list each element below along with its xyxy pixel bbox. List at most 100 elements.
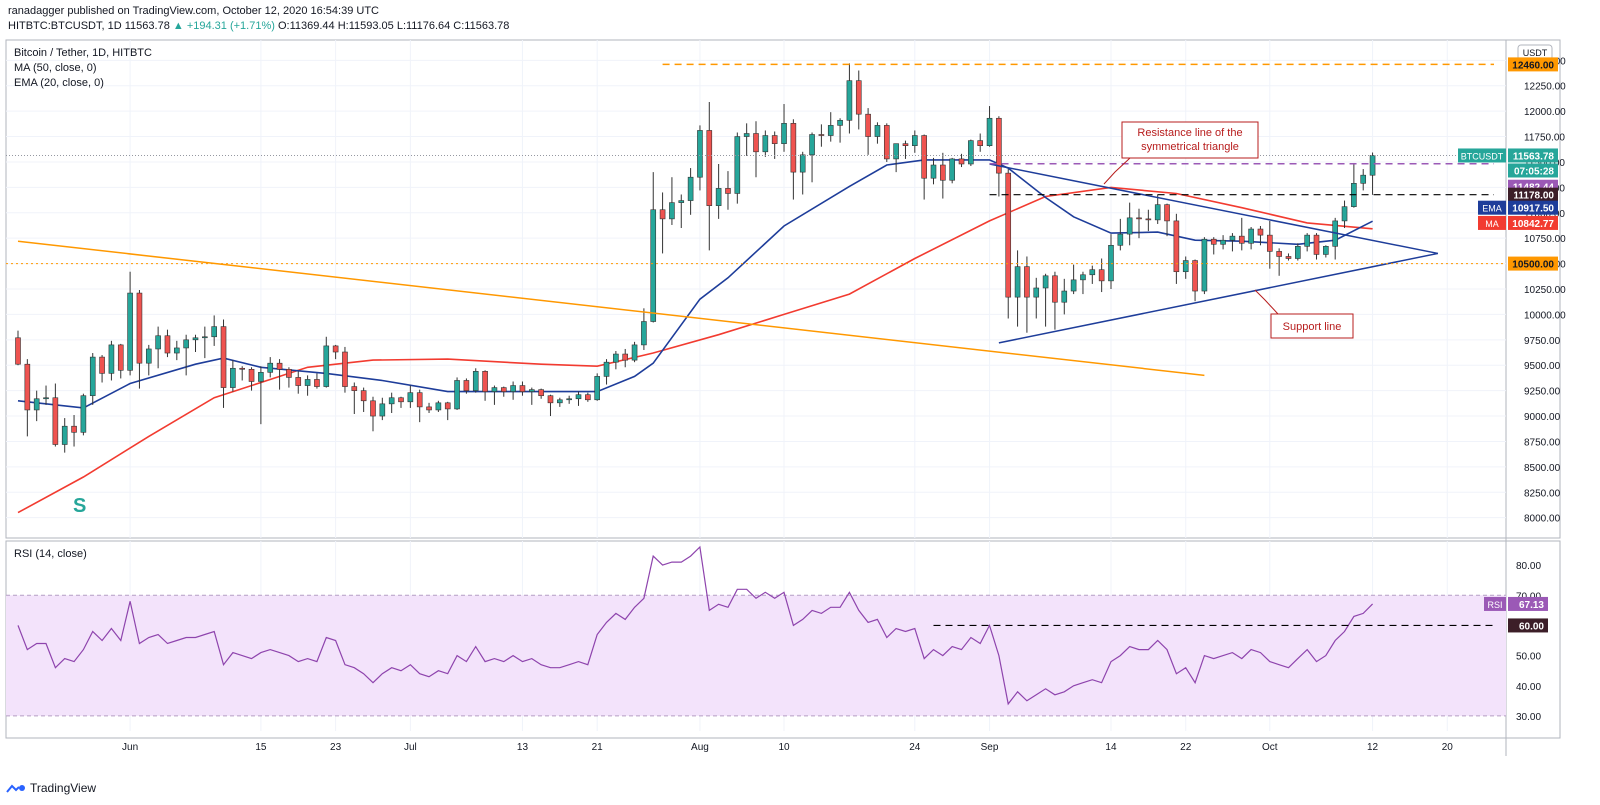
tradingview-logo-icon xyxy=(6,784,25,793)
candle xyxy=(444,401,451,421)
legend-rsi: RSI (14, close) xyxy=(14,548,87,560)
candle-body xyxy=(1024,266,1030,298)
candle xyxy=(164,329,171,358)
price-change: ▲ +194.31 (+1.71%) xyxy=(172,20,275,32)
candle xyxy=(155,326,161,369)
symbol: HITBTC:BTCUSDT, 1D xyxy=(8,20,122,32)
candle xyxy=(61,418,68,453)
candle xyxy=(24,359,31,437)
candle xyxy=(286,367,292,388)
price-tick-label: 12000.00 xyxy=(1524,107,1566,118)
candle xyxy=(1042,273,1049,327)
candle xyxy=(762,130,769,157)
candle-body xyxy=(1173,220,1180,273)
candle-body xyxy=(519,385,526,392)
candle xyxy=(575,391,582,406)
candle xyxy=(547,394,554,417)
candle xyxy=(145,344,152,376)
candle-body xyxy=(323,345,330,387)
candle-body xyxy=(332,345,339,353)
candle xyxy=(211,315,217,346)
x-tick-label: 20 xyxy=(1442,742,1454,753)
candle-body xyxy=(1285,256,1292,259)
candle xyxy=(594,373,600,401)
candle-body xyxy=(1276,251,1282,257)
rsi-tick-label: 80.00 xyxy=(1516,561,1541,572)
candle xyxy=(1304,233,1310,252)
candle xyxy=(715,163,722,219)
candle-body xyxy=(220,326,227,388)
candle-body xyxy=(1014,266,1021,298)
candle-body xyxy=(1070,279,1077,292)
btc-price-label-bg xyxy=(1508,148,1558,163)
candle xyxy=(454,377,460,410)
candle-body xyxy=(883,125,890,160)
candle-body xyxy=(454,380,460,410)
rsi-tick-label: 40.00 xyxy=(1516,682,1541,693)
price-tick-label: 9500.00 xyxy=(1524,361,1561,372)
candle-body xyxy=(1117,233,1124,246)
candle xyxy=(1098,258,1105,293)
candle xyxy=(342,346,348,393)
candle-body xyxy=(239,367,246,370)
candle-body xyxy=(715,188,722,206)
candle xyxy=(230,360,236,392)
x-tick-label: Aug xyxy=(691,742,709,753)
candle xyxy=(33,390,40,422)
candle xyxy=(1210,237,1217,255)
candle-body xyxy=(407,392,414,403)
candle xyxy=(538,388,544,399)
candle xyxy=(557,397,563,407)
candle-body xyxy=(267,362,274,373)
rsi-60-label-bg xyxy=(1508,618,1548,633)
candle-body xyxy=(1304,234,1310,247)
last-price: 11563.78 xyxy=(124,20,170,32)
candle-body xyxy=(463,380,470,391)
candle-body xyxy=(687,176,694,201)
ema-name-bg xyxy=(1478,200,1506,215)
candle-body xyxy=(575,394,582,400)
candle xyxy=(117,343,124,379)
candle-body xyxy=(426,406,432,411)
candle xyxy=(585,392,591,402)
price-tick-label: 10750.00 xyxy=(1524,234,1566,245)
candle-body xyxy=(809,134,815,156)
candle-body xyxy=(547,395,554,404)
candle-body xyxy=(80,395,87,433)
x-tick-label: 12 xyxy=(1367,742,1379,753)
price-tick-label: 11500.00 xyxy=(1524,158,1565,169)
candle-body xyxy=(697,130,703,178)
level-12460-label-bg xyxy=(1508,57,1558,72)
candle xyxy=(912,130,918,153)
candle-body xyxy=(15,337,21,365)
candle-body xyxy=(1323,246,1329,255)
candle-body xyxy=(1266,234,1273,252)
candle-body xyxy=(379,403,386,417)
candle-body xyxy=(33,398,40,411)
candle xyxy=(622,348,629,368)
candle-body xyxy=(1369,155,1376,176)
candle xyxy=(1061,278,1068,315)
candle xyxy=(1192,259,1198,302)
candle xyxy=(781,104,787,152)
candle xyxy=(388,392,395,413)
resistance-annotation: Resistance line of the symmetrical trian… xyxy=(1103,121,1259,185)
candle-body xyxy=(43,397,49,400)
support-annotation: Support line xyxy=(1254,289,1354,339)
level-10500-label: 10500.00 xyxy=(1512,260,1554,271)
candle xyxy=(43,385,49,405)
price-tick-label: 8500.00 xyxy=(1524,463,1561,474)
candle xyxy=(52,383,59,447)
candle xyxy=(332,344,339,360)
ma-name-label: MA xyxy=(1485,219,1499,229)
candle xyxy=(267,357,274,378)
triangle-resistance xyxy=(989,163,1439,255)
candle xyxy=(1341,200,1348,229)
candle xyxy=(1070,264,1077,295)
candle xyxy=(99,355,105,383)
candle xyxy=(1014,250,1021,327)
candle xyxy=(71,415,77,447)
candle xyxy=(370,396,376,432)
candle xyxy=(398,396,404,408)
